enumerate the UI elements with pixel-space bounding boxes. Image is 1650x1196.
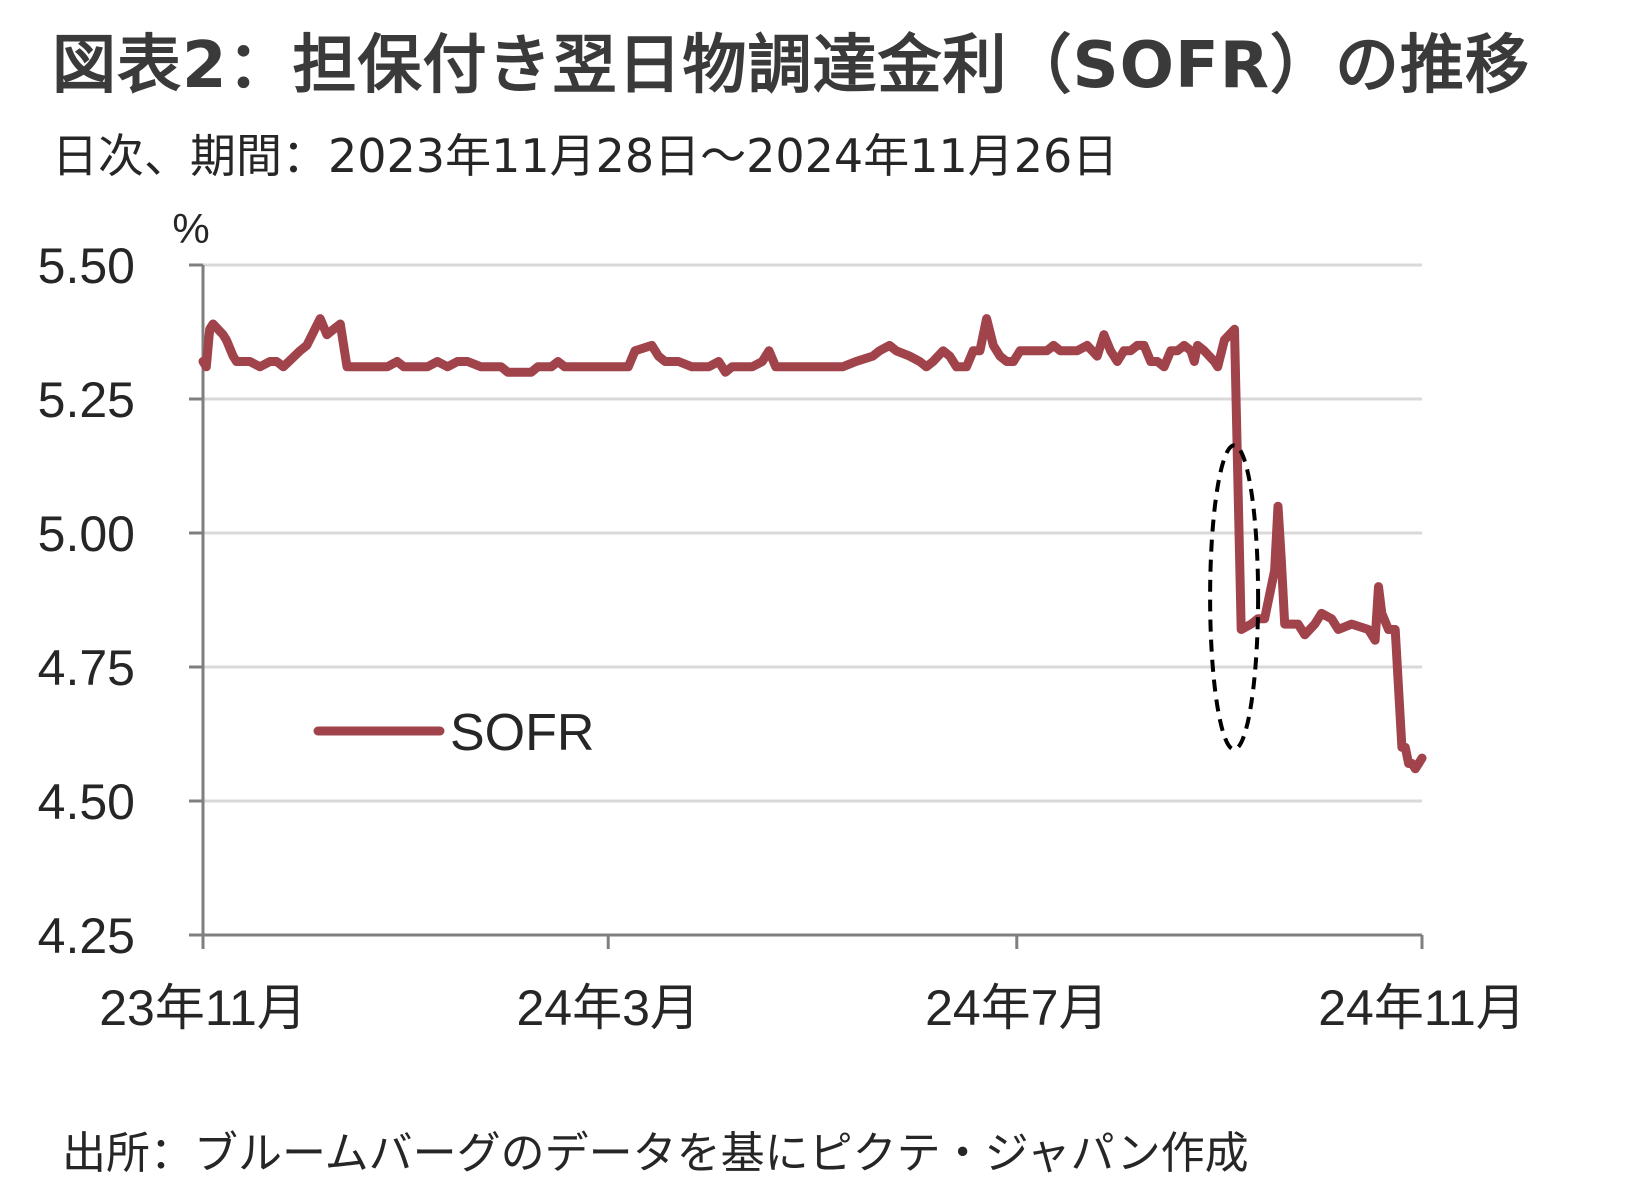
y-unit-label: % (172, 205, 209, 252)
highlight-ellipse (1208, 443, 1261, 752)
legend: SOFR (313, 704, 594, 762)
x-tick-label: 24年11月 (1318, 980, 1526, 1036)
series-layer (198, 314, 1427, 774)
y-tick-label: 4.25 (38, 908, 135, 964)
chart-subtitle: 日次、期間：2023年11月28日～2024年11月26日 (52, 129, 1119, 183)
x-tick-label: 23年11月 (99, 980, 307, 1036)
axes (189, 263, 1424, 949)
y-tick-label: 4.50 (38, 774, 135, 830)
y-tick-label: 5.50 (38, 238, 135, 294)
legend-label: SOFR (450, 704, 594, 762)
x-tick-label: 24年3月 (516, 980, 699, 1036)
gridlines (203, 263, 1422, 803)
y-tick-label: 4.75 (38, 640, 135, 696)
annotation-layer (1208, 443, 1261, 752)
series-line-sofr (198, 314, 1427, 774)
y-tick-label: 5.25 (38, 372, 135, 428)
x-tick-label: 24年7月 (925, 980, 1108, 1036)
tick-labels: 5.50 5.25 5.00 4.75 4.50 4.25% 23年11月 24年3月 24年7… (38, 205, 1526, 1036)
chart-title: 図表2：担保付き翌日物調達金利（SOFR）の推移 (52, 29, 1531, 103)
source-note: 出所：ブルームバーグのデータを基にピクテ・ジャパン作成 (62, 1128, 1249, 1179)
y-tick-label: 5.00 (38, 506, 135, 562)
